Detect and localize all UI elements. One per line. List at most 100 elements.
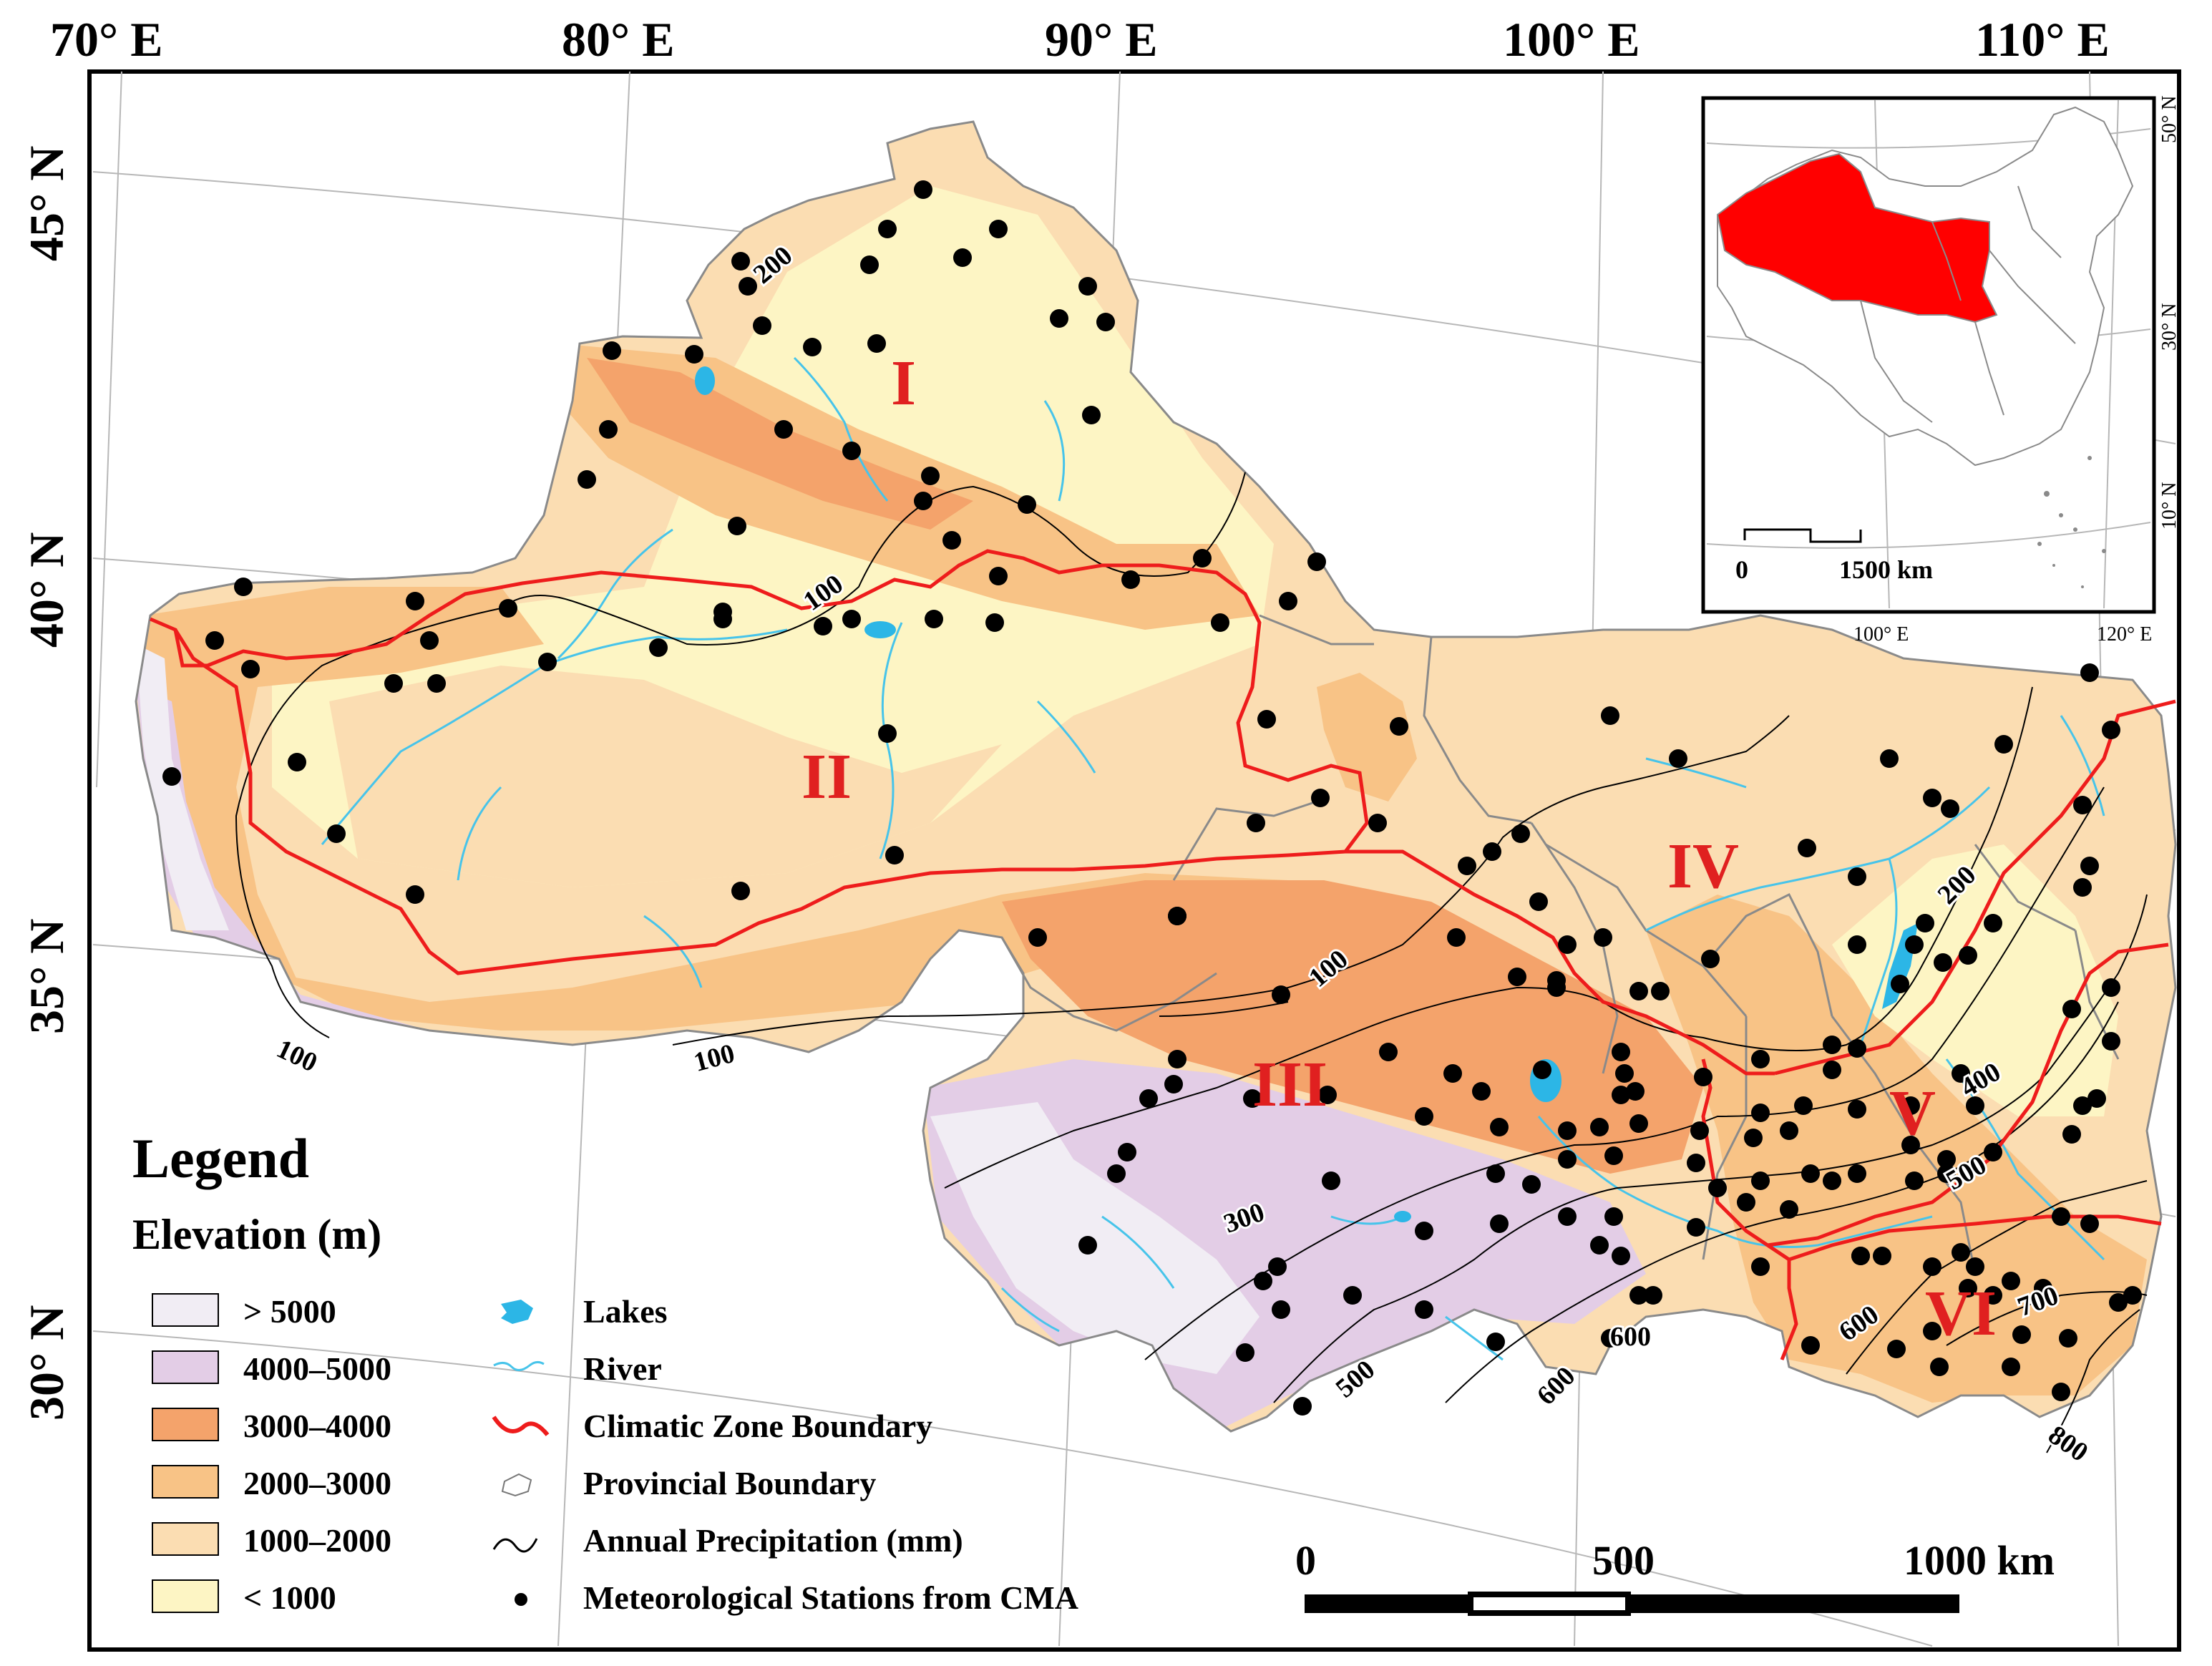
- station-dot: [753, 316, 771, 335]
- station-dot: [1994, 735, 2013, 754]
- legend-label-lakes: Lakes: [583, 1293, 668, 1330]
- legend-label-4000-5000: 4000–5000: [243, 1350, 391, 1387]
- station-dot: [2080, 857, 2099, 875]
- lon-label-70E: 70° E: [50, 12, 163, 67]
- station-dot: [1923, 1257, 1941, 1276]
- station-dot: [1257, 710, 1276, 729]
- station-dot: [1483, 842, 1501, 861]
- lake-bosten: [864, 621, 896, 638]
- station-dot: [1751, 1104, 1770, 1122]
- station-dot: [2073, 1096, 2092, 1115]
- station-dot: [1028, 928, 1047, 947]
- station-dot: [1604, 1146, 1623, 1165]
- station-dot: [1848, 867, 1866, 886]
- station-dot: [2052, 1383, 2070, 1401]
- station-dot: [578, 470, 596, 489]
- station-dot: [1390, 717, 1408, 736]
- station-dot: [1937, 1164, 1956, 1183]
- station-dot: [803, 338, 822, 356]
- zone-boundary-4: [1701, 1058, 1769, 1247]
- station-dot: [1848, 1039, 1866, 1058]
- station-dot: [1823, 1036, 1841, 1054]
- station-dot: [739, 277, 757, 296]
- station-dot: [685, 345, 703, 364]
- station-dot: [1966, 1096, 1984, 1115]
- station-dot: [2002, 1272, 2020, 1290]
- station-dot: [1952, 1064, 1970, 1083]
- station-dot: [1243, 1089, 1262, 1108]
- station-dot: [985, 613, 1004, 632]
- station-dot: [953, 248, 972, 267]
- station-dot: [914, 492, 932, 510]
- station-dot: [1959, 946, 1977, 965]
- legend-swatch-lt1000: [152, 1579, 219, 1613]
- station-dot: [1880, 749, 1899, 768]
- station-dot: [1615, 1064, 1634, 1083]
- station-dot: [1590, 1118, 1609, 1136]
- inset-lon-100E: 100° E: [1853, 623, 1909, 646]
- elev-gt5000-west: [136, 644, 229, 930]
- station-dot: [942, 531, 961, 550]
- station-dot: [989, 567, 1008, 585]
- station-dot: [241, 660, 260, 678]
- station-dot: [2109, 1293, 2128, 1312]
- station-dot: [599, 420, 618, 439]
- station-dot: [1952, 1243, 1970, 1262]
- station-dot: [914, 180, 932, 199]
- station-dot: [1368, 814, 1387, 832]
- station-dot: [1887, 1340, 1906, 1358]
- station-dot: [867, 334, 886, 353]
- station-dot: [1694, 1068, 1712, 1086]
- inset-provinces: [1860, 185, 2076, 423]
- scale-bar-segment-2: [1468, 1592, 1631, 1616]
- zone-label-V: V: [1889, 1078, 1936, 1149]
- lat-label-40N: 40° N: [19, 532, 74, 648]
- station-dot: [1558, 935, 1577, 954]
- station-dot: [1901, 1096, 1920, 1115]
- station-dot: [327, 824, 346, 843]
- station-dot: [1851, 1247, 1870, 1265]
- legend-elevation-classes: > 5000 4000–5000 3000–4000 2000–3000 100…: [152, 1293, 391, 1616]
- station-dot: [1511, 824, 1530, 843]
- station-dot: [1629, 1114, 1648, 1133]
- legend-label-climatic-zone-boundary: Climatic Zone Boundary: [583, 1408, 932, 1444]
- station-dot: [1651, 982, 1670, 1000]
- station-dot: [1107, 1164, 1126, 1183]
- station-dot: [878, 724, 897, 743]
- station-dot: [921, 467, 940, 485]
- station-dot: [1311, 789, 1330, 807]
- station-dot: [1558, 1150, 1577, 1169]
- inset-study-area: [1716, 152, 1998, 323]
- station-dot: [2087, 1089, 2106, 1108]
- station-dot: [2052, 1207, 2070, 1226]
- station-dot: [1139, 1089, 1158, 1108]
- station-dot: [1486, 1164, 1505, 1183]
- legend-symbols: Lakes River Climatic Zone Boundary Provi…: [492, 1293, 1078, 1616]
- zone-label-VI: VI: [1925, 1278, 1997, 1349]
- elev-2000-3000-east: [1646, 895, 2147, 1403]
- station-dot: [1547, 971, 1566, 990]
- station-dot: [2102, 721, 2120, 739]
- station-dot: [1458, 857, 1476, 875]
- station-dot: [1966, 1257, 1984, 1276]
- legend-label-river: River: [583, 1350, 662, 1387]
- station-dot: [1078, 1236, 1097, 1255]
- station-dot: [1293, 1397, 1312, 1416]
- station-dot: [427, 674, 446, 693]
- legend-swatch-2000-3000: [152, 1465, 219, 1499]
- inset-lat-10N: 10° N: [2158, 482, 2181, 530]
- station-dot: [1848, 935, 1866, 954]
- station-dot: [1594, 928, 1612, 947]
- station-dot: [384, 674, 403, 693]
- station-dot: [1626, 1082, 1645, 1101]
- station-dot: [1923, 1322, 1941, 1340]
- station-dot: [1490, 1214, 1509, 1233]
- station-dot: [1905, 935, 1924, 954]
- station-dot: [1247, 814, 1265, 832]
- station-dot: [1601, 1329, 1619, 1348]
- zone-boundary-6: [1766, 1243, 1798, 1360]
- lat-label-35N: 35° N: [19, 919, 74, 1034]
- station-dot: [842, 442, 861, 460]
- station-dot: [2123, 1286, 2142, 1305]
- station-dot: [1254, 1272, 1272, 1290]
